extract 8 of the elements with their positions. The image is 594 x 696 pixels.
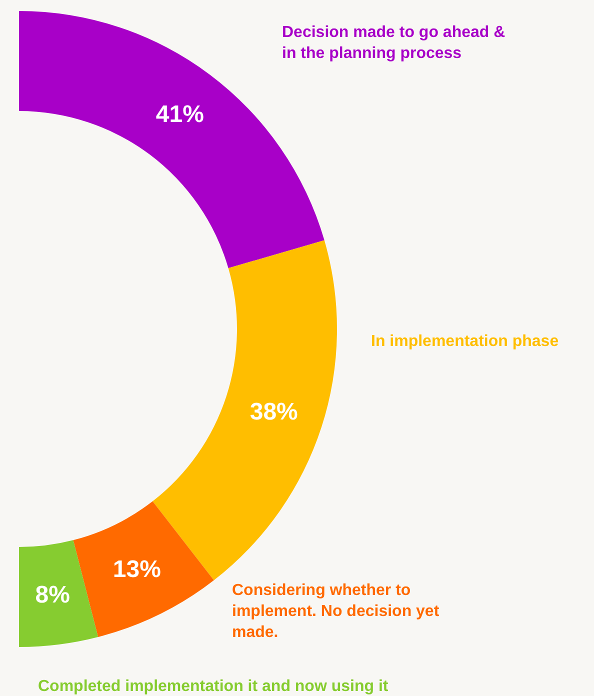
data-label: 41% bbox=[156, 101, 204, 128]
slice-label: Considering whether to implement. No decision yet made. bbox=[232, 581, 440, 643]
slice-label: Decision made to go ahead & in the planning process bbox=[282, 23, 506, 64]
data-label: 13% bbox=[112, 556, 161, 584]
data-label: 8% bbox=[35, 581, 70, 608]
slice-label: Completed implementation it and now using it bbox=[38, 677, 390, 696]
slice-label: In implementation phase bbox=[371, 332, 560, 352]
data-label: 38% bbox=[250, 398, 298, 426]
